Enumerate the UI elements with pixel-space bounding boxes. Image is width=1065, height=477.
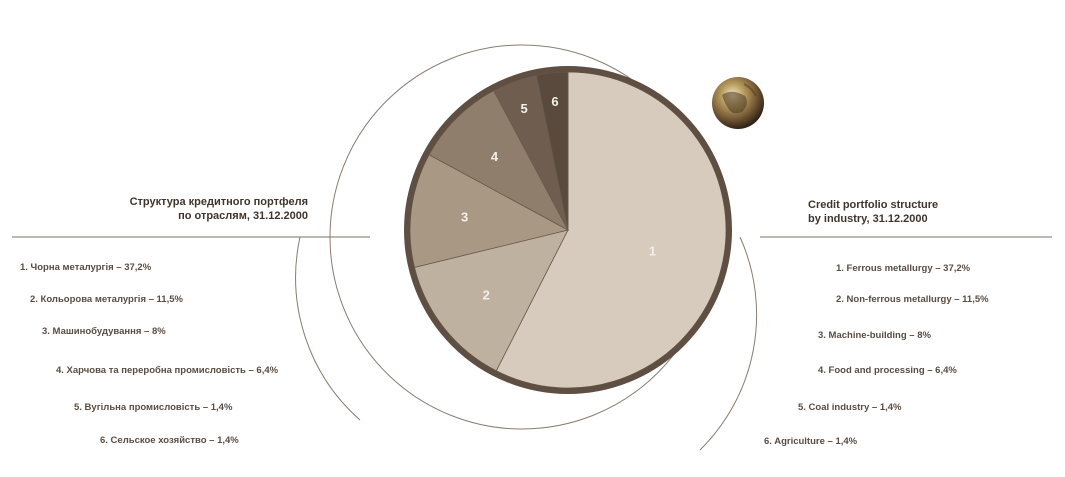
arc-right xyxy=(699,236,758,451)
title-right-line-1: Credit portfolio structure xyxy=(808,199,939,211)
legend-right-item-4: 4. Food and processing – 6,4% xyxy=(818,365,957,376)
legend-left-item-4: 4. Харчова та переробна промисловість – … xyxy=(56,365,279,376)
arc-left xyxy=(295,236,361,421)
legend-left-item-2: 2. Кольорова металургія – 11,5% xyxy=(30,294,183,305)
title-left: Структура кредитного портфеля по отрасля… xyxy=(130,195,308,223)
legend-right-item-5: 5. Coal industry – 1,4% xyxy=(798,402,902,413)
title-left-line-2: по отраслям, 31.12.2000 xyxy=(178,210,308,222)
title-right-line-2: by industry, 31.12.2000 xyxy=(808,213,928,225)
title-right: Credit portfolio structure by industry, … xyxy=(808,198,938,226)
legend-right-item-6: 6. Agriculture – 1,4% xyxy=(764,436,858,447)
legend-right-item-2: 2. Non-ferrous metallurgy – 11,5% xyxy=(836,294,989,305)
legend-right-item-1: 1. Ferrous metallurgy – 37,2% xyxy=(836,263,971,274)
legend-right-item-3: 3. Machine-building – 8% xyxy=(818,330,931,341)
legend-left-item-1: 1. Чорна металургія – 37,2% xyxy=(20,262,152,273)
legend-left-item-3: 3. Машинобудування – 8% xyxy=(42,326,166,337)
outer-circle xyxy=(329,44,715,430)
globe-icon xyxy=(712,77,764,129)
legend-left-item-5: 5. Вугільна промисловість – 1,4% xyxy=(74,402,233,413)
legend-left-item-6: 6. Сельское хозяйство – 1,4% xyxy=(100,435,239,446)
title-left-line-1: Структура кредитного портфеля xyxy=(129,196,308,208)
